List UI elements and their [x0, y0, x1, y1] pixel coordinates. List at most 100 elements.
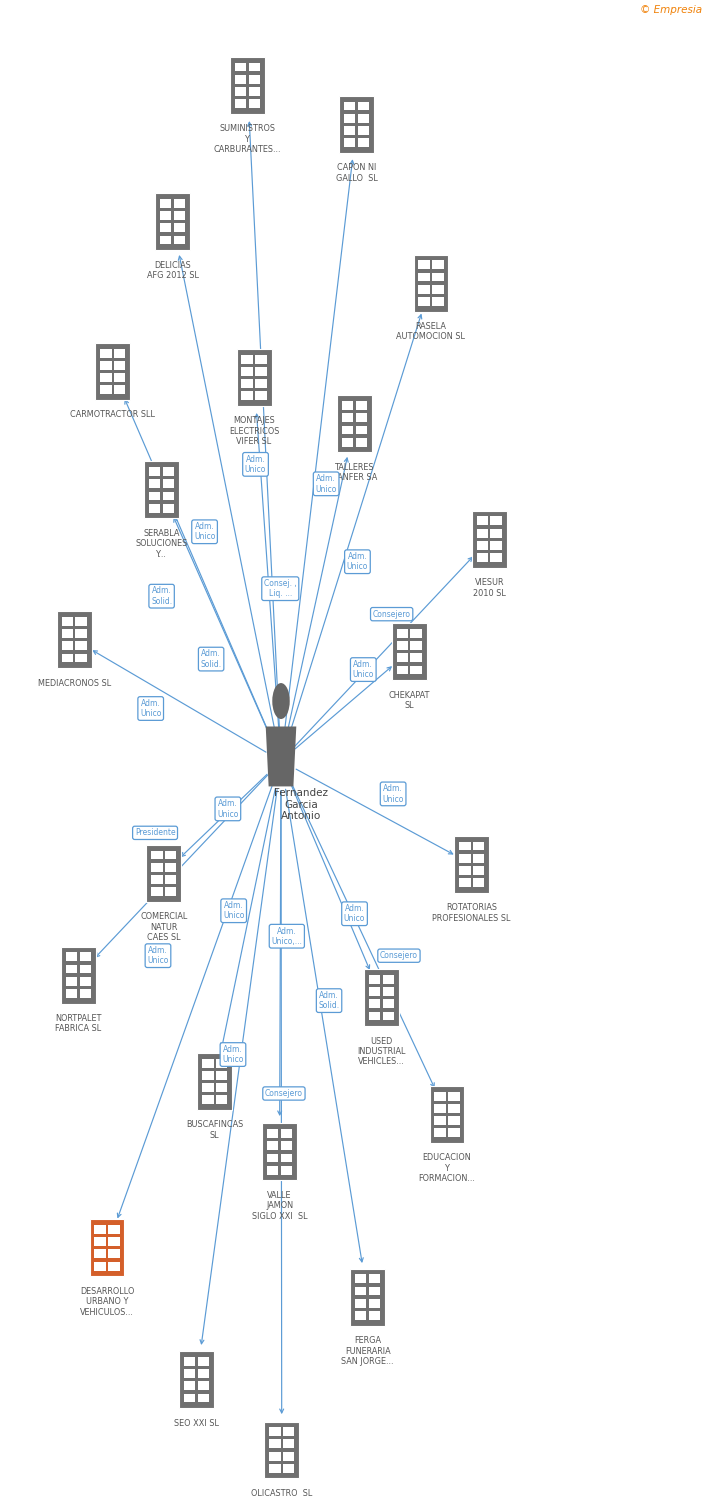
Bar — [269, 1464, 280, 1473]
Text: Adm.
Unico: Adm. Unico — [347, 552, 368, 572]
Text: USED
INDUSTRIAL
VEHICLES...: USED INDUSTRIAL VEHICLES... — [357, 1036, 405, 1066]
Bar — [350, 1269, 385, 1326]
Bar — [448, 1128, 459, 1137]
Bar — [473, 842, 484, 850]
Bar — [262, 1124, 297, 1180]
Bar — [369, 999, 380, 1008]
Text: Adm.
Unico: Adm. Unico — [245, 454, 266, 474]
Text: CAPON NI
GALLO  SL: CAPON NI GALLO SL — [336, 164, 378, 183]
Text: CHEKAPAT
SL: CHEKAPAT SL — [388, 690, 430, 709]
Bar — [477, 528, 488, 537]
Bar — [160, 236, 171, 244]
Bar — [392, 622, 427, 680]
Bar — [383, 999, 394, 1008]
Bar — [95, 344, 130, 400]
Bar — [473, 879, 484, 886]
Bar — [100, 362, 111, 370]
Bar — [355, 1275, 366, 1284]
Bar — [66, 976, 77, 986]
Bar — [62, 628, 73, 638]
Text: Presidente: Presidente — [135, 828, 175, 837]
Bar — [216, 1083, 227, 1092]
Bar — [397, 666, 408, 675]
Text: Consejero: Consejero — [380, 951, 418, 960]
Bar — [337, 396, 372, 453]
Bar — [249, 75, 260, 84]
Bar — [202, 1071, 213, 1080]
Bar — [491, 516, 502, 525]
Bar — [383, 987, 394, 996]
Bar — [419, 297, 430, 306]
Text: Adm.
Solid.: Adm. Solid. — [200, 650, 222, 669]
Bar — [342, 438, 353, 447]
Bar — [355, 1311, 366, 1320]
Bar — [283, 1440, 294, 1449]
Bar — [430, 1086, 464, 1143]
Text: CARMOTRACTOR SLL: CARMOTRACTOR SLL — [71, 411, 155, 420]
Bar — [197, 1053, 232, 1110]
Bar — [62, 616, 73, 626]
Bar — [242, 354, 253, 363]
Bar — [369, 1311, 380, 1320]
Bar — [344, 126, 355, 135]
Text: Adm.
Unico: Adm. Unico — [217, 800, 239, 819]
Bar — [411, 628, 422, 638]
Bar — [256, 354, 266, 363]
Text: Adm.
Unico: Adm. Unico — [344, 904, 365, 924]
Bar — [281, 1154, 292, 1162]
Text: RASELA
AUTOMOCION SL: RASELA AUTOMOCION SL — [397, 322, 465, 342]
Bar — [174, 236, 185, 244]
Bar — [114, 386, 125, 394]
Bar — [491, 542, 502, 550]
Bar — [281, 1130, 292, 1138]
Bar — [435, 1092, 446, 1101]
Bar — [269, 1452, 280, 1461]
Bar — [114, 362, 125, 370]
Bar — [163, 480, 174, 488]
Text: Adm.
Unico: Adm. Unico — [147, 946, 169, 966]
Bar — [80, 964, 91, 974]
Text: Consejero: Consejero — [373, 609, 411, 618]
Bar — [267, 1166, 278, 1174]
Text: OLICASTRO  SL: OLICASTRO SL — [251, 1490, 312, 1498]
Bar — [216, 1059, 227, 1068]
Bar — [151, 886, 162, 896]
Bar — [90, 1220, 124, 1276]
Bar — [184, 1394, 195, 1402]
Bar — [108, 1238, 119, 1246]
Bar — [269, 1440, 280, 1449]
Bar — [355, 1287, 366, 1296]
Bar — [114, 374, 125, 382]
Bar — [448, 1116, 459, 1125]
Text: TALLERES
SANFER SA: TALLERES SANFER SA — [332, 464, 377, 483]
Bar — [80, 988, 91, 998]
Bar — [358, 102, 369, 111]
Bar — [435, 1104, 446, 1113]
Bar — [342, 400, 353, 410]
Bar — [151, 850, 162, 859]
Bar — [435, 1116, 446, 1125]
Bar — [356, 438, 367, 447]
Text: FERGA
FUNERARIA
SAN JORGE...: FERGA FUNERARIA SAN JORGE... — [341, 1336, 394, 1366]
Bar — [283, 1452, 294, 1461]
Bar — [62, 654, 73, 663]
Bar — [237, 350, 272, 406]
Text: © Empresia: © Empresia — [641, 4, 703, 15]
Bar — [235, 63, 246, 72]
Bar — [432, 297, 443, 306]
Bar — [383, 1011, 394, 1020]
Bar — [165, 886, 176, 896]
Bar — [369, 987, 380, 996]
Bar — [100, 374, 111, 382]
Bar — [108, 1262, 119, 1270]
Bar — [419, 261, 430, 268]
Bar — [356, 400, 367, 410]
Bar — [66, 988, 77, 998]
Text: VIESUR
2010 SL: VIESUR 2010 SL — [472, 578, 506, 597]
Polygon shape — [266, 726, 296, 786]
Bar — [235, 99, 246, 108]
Bar — [184, 1370, 195, 1378]
Circle shape — [272, 682, 290, 718]
Bar — [235, 87, 246, 96]
Bar — [459, 842, 470, 850]
